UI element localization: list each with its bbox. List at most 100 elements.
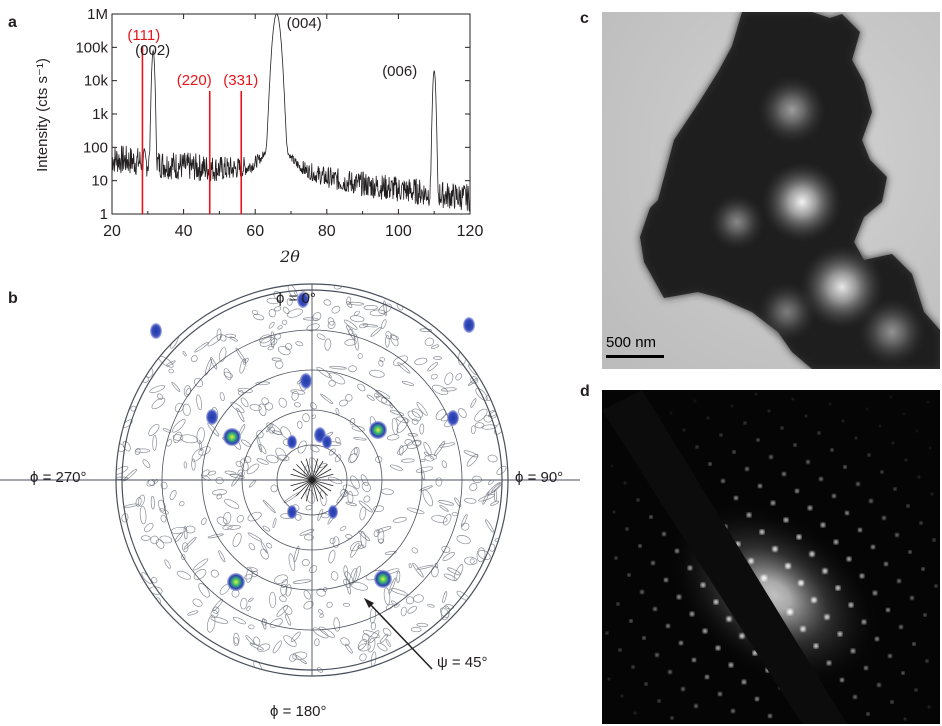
contour-noise — [271, 357, 282, 362]
panel-label-b: b — [8, 290, 18, 307]
contour-noise — [329, 537, 336, 545]
contour-noise — [236, 514, 244, 523]
diffraction-spot — [687, 565, 693, 571]
contour-noise — [359, 506, 367, 521]
contour-noise — [399, 445, 404, 456]
contour-noise — [419, 328, 432, 332]
diffraction-spot — [739, 633, 745, 639]
diffraction-spot — [780, 426, 784, 430]
diffraction-spot — [854, 436, 858, 440]
contour-noise — [427, 361, 439, 372]
diffraction-spot — [756, 438, 760, 442]
contour-noise — [442, 591, 448, 604]
contour-noise — [453, 564, 464, 582]
pole-spot — [322, 435, 332, 449]
contour-noise — [419, 423, 425, 435]
contour-noise — [236, 407, 245, 423]
phi-90-label: ϕ = 90° — [515, 469, 564, 486]
contour-noise — [219, 347, 227, 362]
contour-noise — [390, 588, 408, 596]
y-tick-label: 10k — [84, 73, 109, 90]
contour-noise — [345, 577, 351, 595]
diffraction-spot — [841, 419, 845, 423]
contour-noise — [283, 492, 300, 504]
phi-270-label: ϕ = 270° — [30, 469, 87, 486]
diffraction-spot — [820, 522, 826, 528]
contour-noise — [440, 607, 450, 618]
contour-noise — [464, 497, 477, 504]
contour-noise — [291, 390, 299, 401]
diffraction-pattern — [602, 390, 940, 724]
contour-noise — [469, 483, 478, 492]
contour-noise — [376, 526, 392, 533]
contour-noise — [123, 468, 138, 482]
y-tick-label: 1 — [100, 206, 108, 223]
diffraction-spot — [912, 642, 916, 646]
contour-noise — [350, 542, 360, 558]
contour-noise — [219, 391, 225, 402]
contour-noise — [477, 550, 491, 560]
contour-noise — [243, 357, 249, 365]
pole-spot — [150, 323, 162, 339]
center-burst — [296, 464, 313, 481]
diffraction-spot — [822, 568, 828, 574]
diffraction-spot — [824, 614, 830, 620]
diffraction-spot — [890, 700, 894, 704]
contour-noise — [201, 517, 207, 526]
contour-noise — [183, 461, 187, 469]
contour-noise — [357, 638, 367, 650]
contour-noise — [289, 653, 297, 662]
contour-noise — [179, 501, 185, 507]
diffraction-spot — [715, 645, 721, 651]
contour-noise — [332, 536, 340, 548]
y-tick-label: 10 — [91, 173, 108, 190]
contour-noise — [319, 490, 327, 507]
diffraction-spot — [927, 401, 929, 403]
pole-spot — [300, 373, 312, 389]
contour-noise — [401, 458, 415, 463]
center-burst — [305, 479, 313, 502]
contour-noise — [297, 420, 303, 429]
contour-noise — [322, 587, 328, 592]
peak-label: (006) — [382, 63, 417, 80]
diffraction-spot — [867, 453, 871, 457]
diffraction-spot — [929, 447, 931, 449]
panel-label-d: d — [580, 383, 590, 400]
contour-noise — [390, 333, 399, 347]
contour-noise — [218, 550, 226, 563]
contour-noise — [230, 401, 245, 414]
diffraction-spot — [923, 613, 927, 617]
diffraction-spot — [629, 619, 633, 623]
contour-noise — [122, 441, 131, 452]
contour-noise — [200, 469, 210, 478]
y-tick-label: 100k — [75, 39, 108, 56]
contour-noise — [373, 393, 380, 399]
center-burst — [311, 479, 328, 496]
contour-noise — [260, 541, 268, 554]
contour-noise — [183, 385, 191, 397]
contour-noise — [377, 538, 385, 543]
contour-noise — [152, 435, 157, 451]
diffraction-spot — [910, 596, 914, 600]
contour-noise — [490, 500, 499, 506]
contour-noise — [233, 637, 239, 647]
contour-noise — [349, 315, 365, 323]
contour-noise — [433, 356, 442, 360]
diffraction-spot — [732, 450, 736, 454]
diffraction-spot — [864, 666, 868, 670]
contour-noise — [224, 470, 237, 476]
peak-label: (002) — [135, 42, 170, 59]
contour-noise — [318, 626, 335, 638]
contour-noise — [379, 633, 389, 644]
contour-noise — [158, 499, 166, 512]
contour-noise — [375, 456, 383, 463]
diffraction-spot — [861, 619, 867, 625]
contour-noise — [157, 393, 163, 400]
contour-noise — [414, 357, 428, 366]
contour-noise — [330, 571, 339, 581]
center-burst — [311, 464, 328, 481]
contour-noise — [144, 522, 154, 533]
diffraction-spot — [731, 709, 735, 713]
contour-noise — [288, 553, 296, 572]
contour-noise — [466, 453, 479, 467]
